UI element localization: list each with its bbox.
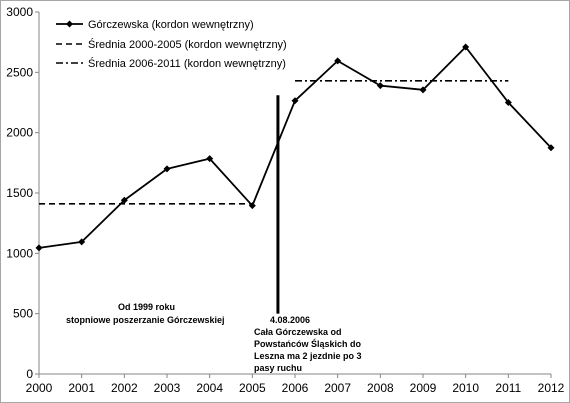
data-point-marker [376, 82, 384, 90]
annotation-widening-line-1: Od 1999 roku [118, 302, 175, 312]
x-tick-label: 2001 [68, 381, 95, 395]
y-tick-label: 0 [26, 367, 33, 381]
x-tick-label: 2008 [367, 381, 394, 395]
annotation-widening-line-2: stopniowe poszerzanie Górczewskiej [66, 315, 225, 325]
x-tick-label: 2009 [410, 381, 437, 395]
x-tick-label: 2002 [111, 381, 138, 395]
x-tick-label: 2012 [538, 381, 565, 395]
data-point-marker [291, 97, 299, 105]
x-tick-label: 2003 [154, 381, 181, 395]
x-tick-label: 2010 [452, 381, 479, 395]
data-point-marker [248, 202, 256, 210]
legend-entry-series: Górczewska (kordon wewnętrzny) [56, 19, 254, 31]
x-tick-label: 2004 [196, 381, 223, 395]
legend-label-series: Górczewska (kordon wewnętrzny) [88, 19, 254, 31]
annotation-opening-line-2: Cała Górczewska od [254, 327, 342, 337]
y-tick-label: 1000 [6, 246, 33, 260]
x-tick-label: 2006 [282, 381, 309, 395]
annotation-opening-line-1: 4.08.2006 [270, 315, 310, 325]
data-point-marker [504, 99, 512, 106]
data-point-marker [462, 43, 470, 51]
legend-entry-average-2000-2005: Średnia 2000-2005 (kordon wewnętrzny) [56, 38, 287, 51]
x-tick-label: 2007 [324, 381, 351, 395]
annotation-opening-line-5: pasy ruchu [254, 363, 302, 373]
series-line [38, 46, 552, 249]
data-point-marker [206, 155, 214, 163]
y-axis-ticks: 0 500 1000 1500 2000 2500 3000 [6, 5, 39, 381]
annotation-opening: 4.08.2006 Cała Górczewska od Powstańców … [254, 315, 362, 373]
y-tick-label: 2500 [6, 65, 33, 79]
average-lines [39, 79, 509, 205]
x-tick-label: 2000 [26, 381, 53, 395]
legend-label-average-2000-2005: Średnia 2000-2005 (kordon wewnętrzny) [88, 38, 287, 51]
y-tick-label: 500 [13, 307, 33, 321]
legend-entry-average-2006-2011: Średnia 2006-2011 (kordon wewnętrzny) [56, 57, 286, 70]
data-point-marker [120, 196, 128, 204]
data-point-marker [35, 244, 43, 252]
y-tick-label: 3000 [6, 5, 33, 19]
data-point-marker [334, 57, 342, 65]
series-group [35, 43, 555, 252]
legend-label-average-2006-2011: Średnia 2006-2011 (kordon wewnętrzny) [88, 57, 286, 70]
data-point-marker [163, 165, 171, 173]
data-point-marker [419, 86, 427, 94]
legend: Górczewska (kordon wewnętrzny) Średnia 2… [56, 19, 287, 70]
x-tick-label: 2005 [239, 381, 266, 395]
legend-diamond-marker [66, 20, 73, 28]
annotation-widening: Od 1999 roku stopniowe poszerzanie Górcz… [66, 302, 225, 325]
annotation-opening-line-4: Leszna ma 2 jezdnie po 3 [254, 351, 362, 361]
x-tick-label: 2011 [495, 381, 521, 395]
y-tick-label: 2000 [6, 126, 33, 140]
data-point-marker [78, 238, 86, 246]
annotation-opening-line-3: Powstańców Śląskich do [254, 338, 362, 349]
data-point-marker [547, 144, 555, 152]
x-axis-ticks: 2000 2001 2002 2003 2004 2005 2006 2007 2008 2009… [26, 374, 565, 395]
y-tick-label: 1500 [6, 186, 33, 200]
